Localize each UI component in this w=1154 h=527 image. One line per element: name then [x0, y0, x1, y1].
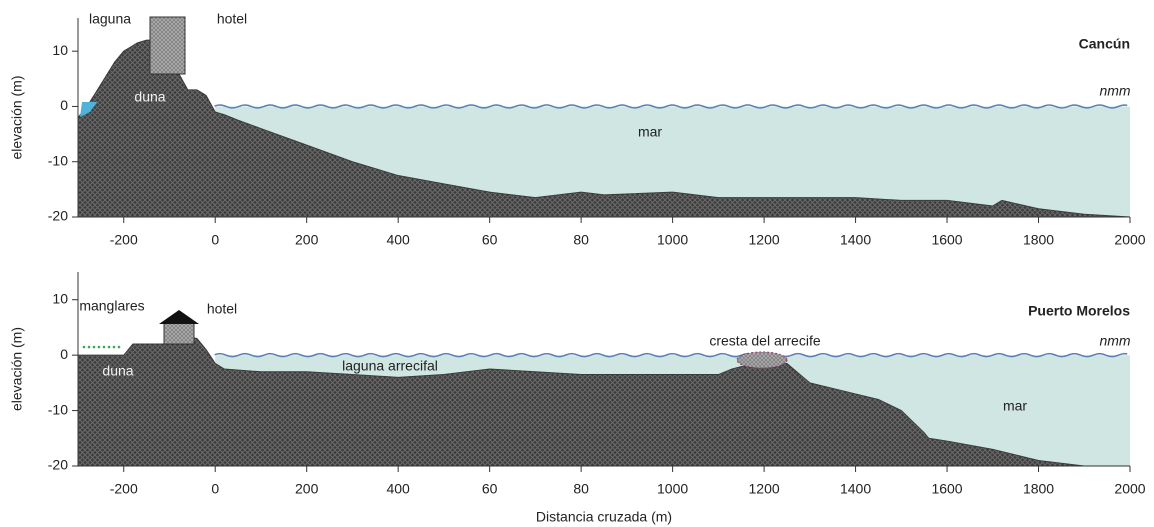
y-tick-label: -10 — [48, 152, 68, 168]
mangrove-dot — [83, 346, 86, 349]
y-tick-label: -20 — [48, 457, 68, 473]
x-tick-label: 1000 — [657, 232, 688, 248]
mangrove-dot — [98, 346, 101, 349]
x-tick-label: 2000 — [1114, 481, 1145, 497]
annotation: hotel — [217, 11, 247, 27]
chart-title: Puerto Morelos — [1028, 303, 1130, 319]
hotel — [164, 322, 194, 344]
x-tick-label: -200 — [110, 481, 138, 497]
y-axis-title: elevación (m) — [9, 327, 25, 411]
mangrove-dot — [113, 346, 116, 349]
x-tick-label: 1400 — [840, 481, 871, 497]
y-axis-title: elevación (m) — [9, 75, 25, 159]
figure: -20-10010-200020040060801000120014001600… — [0, 0, 1154, 527]
x-tick-label: 80 — [573, 481, 589, 497]
x-tick-label: 60 — [482, 232, 498, 248]
hotel-roof — [159, 310, 199, 324]
annotation: duna — [102, 363, 133, 379]
annotation: hotel — [207, 301, 237, 317]
x-tick-label: 400 — [386, 481, 410, 497]
mangrove-dot — [103, 346, 106, 349]
annotation: duna — [134, 89, 165, 105]
y-tick-label: -20 — [48, 208, 68, 224]
x-tick-label: 1000 — [657, 481, 688, 497]
x-tick-label: 1200 — [749, 232, 780, 248]
x-tick-label: 0 — [211, 481, 219, 497]
x-tick-label: 1800 — [1023, 481, 1054, 497]
x-tick-label: 1600 — [931, 232, 962, 248]
mangrove-dot — [108, 346, 111, 349]
x-tick-label: 400 — [386, 232, 410, 248]
x-tick-label: 200 — [295, 481, 319, 497]
x-tick-label: 80 — [573, 232, 589, 248]
x-tick-label: 1400 — [840, 232, 871, 248]
annotation: manglares — [79, 298, 144, 314]
x-tick-label: -200 — [110, 232, 138, 248]
annotation: laguna arrecifal — [342, 358, 438, 374]
x-tick-label: 1800 — [1023, 232, 1054, 248]
x-tick-label: 0 — [211, 232, 219, 248]
x-tick-label: 1200 — [749, 481, 780, 497]
y-tick-label: 0 — [60, 346, 68, 362]
y-tick-label: -10 — [48, 401, 68, 417]
y-tick-label: 10 — [52, 290, 68, 306]
chart-title: Cancún — [1079, 36, 1130, 52]
annotation: nmm — [1099, 333, 1130, 349]
annotation: laguna — [89, 11, 131, 27]
x-tick-label: 1600 — [931, 481, 962, 497]
y-tick-label: 10 — [52, 42, 68, 58]
x-tick-label: 200 — [295, 232, 319, 248]
chart: -20 -10 0 10 -200 0 200 400 60 80 1000 1200 1400 1600… — [9, 272, 1146, 497]
chart: -20 -10 0 10 -200 0 200 400 60 80 1000 1200 1400 1600… — [9, 11, 1146, 248]
y-tick-label: 0 — [60, 97, 68, 113]
x-tick-label: 2000 — [1114, 232, 1145, 248]
x-axis-title: Distancia cruzada (m) — [536, 509, 672, 525]
annotation: nmm — [1099, 83, 1130, 99]
annotation: mar — [1003, 398, 1027, 414]
x-tick-label: 60 — [482, 481, 498, 497]
annotation: cresta del arrecife — [709, 333, 820, 349]
mangrove-dot — [88, 346, 91, 349]
reef-crest — [737, 352, 787, 368]
annotation: mar — [638, 124, 662, 140]
mangrove-dot — [93, 346, 96, 349]
hotel — [150, 17, 185, 74]
mangrove-dot — [118, 346, 121, 349]
